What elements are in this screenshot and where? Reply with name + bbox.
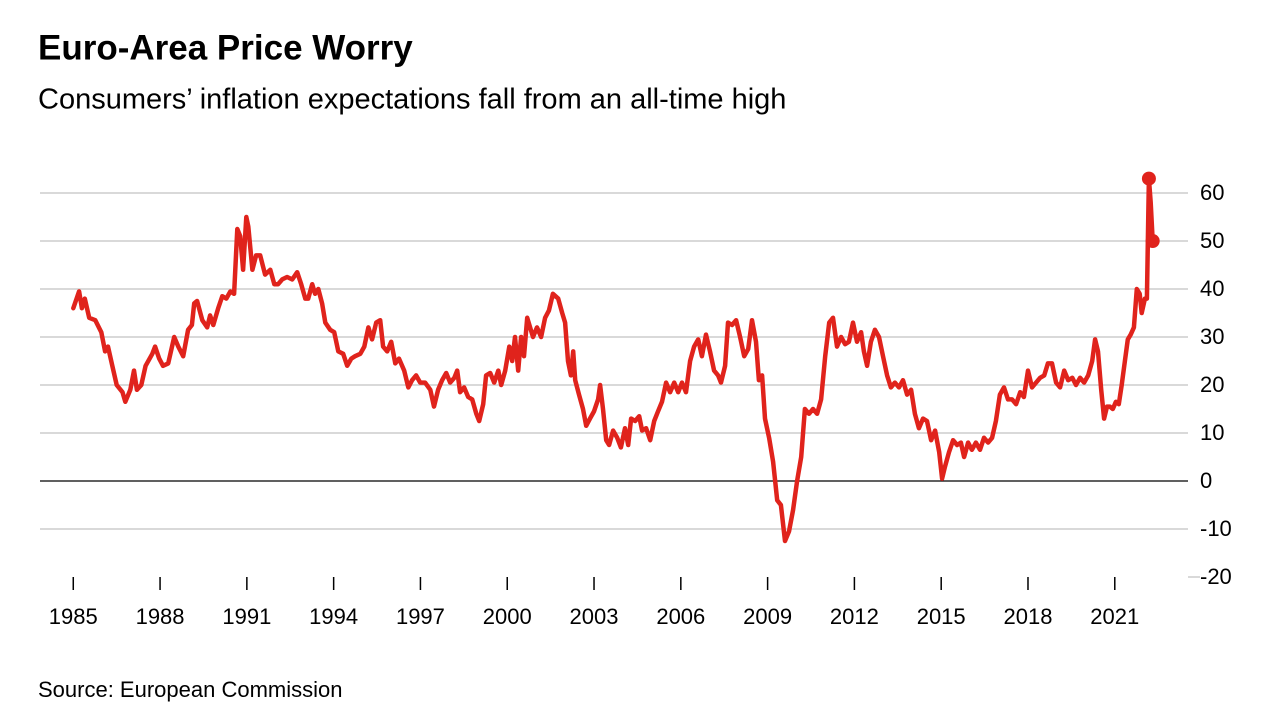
x-tick-label: 2021 bbox=[1090, 604, 1139, 629]
x-tick-label: 1997 bbox=[396, 604, 445, 629]
x-tick-label: 2009 bbox=[743, 604, 792, 629]
y-tick-label: 40 bbox=[1200, 276, 1224, 301]
y-tick-label: 30 bbox=[1200, 324, 1224, 349]
x-tick-label: 2018 bbox=[1004, 604, 1053, 629]
y-tick-label: 20 bbox=[1200, 372, 1224, 397]
y-tick-label: -20 bbox=[1200, 564, 1232, 589]
chart-title: Euro-Area Price Worry bbox=[38, 28, 413, 67]
y-tick-label: -10 bbox=[1200, 516, 1232, 541]
point-marker bbox=[1145, 234, 1160, 248]
line bbox=[71, 176, 1155, 544]
point-marker bbox=[1141, 171, 1156, 186]
y-tick-label: 10 bbox=[1200, 420, 1224, 445]
x-tick-label: 2015 bbox=[917, 604, 966, 629]
y-tick-label: 0 bbox=[1200, 468, 1212, 493]
x-tick-label: 2000 bbox=[483, 604, 532, 629]
x-tick-label: 1994 bbox=[309, 604, 358, 629]
x-tick-label: 2006 bbox=[656, 604, 705, 629]
x-tick-label: 1985 bbox=[49, 604, 98, 629]
source-note: Source: European Commission bbox=[38, 677, 342, 702]
y-tick-label: 50 bbox=[1200, 228, 1224, 253]
chart-subtitle: Consumers’ inflation expectations fall f… bbox=[38, 84, 786, 116]
y-tick-label: 60 bbox=[1200, 180, 1224, 205]
x-tick-label: 2003 bbox=[570, 604, 619, 629]
x-tick-label: 1991 bbox=[222, 604, 271, 629]
x-tick-label: 1988 bbox=[136, 604, 185, 629]
x-tick-label: 2012 bbox=[830, 604, 879, 629]
